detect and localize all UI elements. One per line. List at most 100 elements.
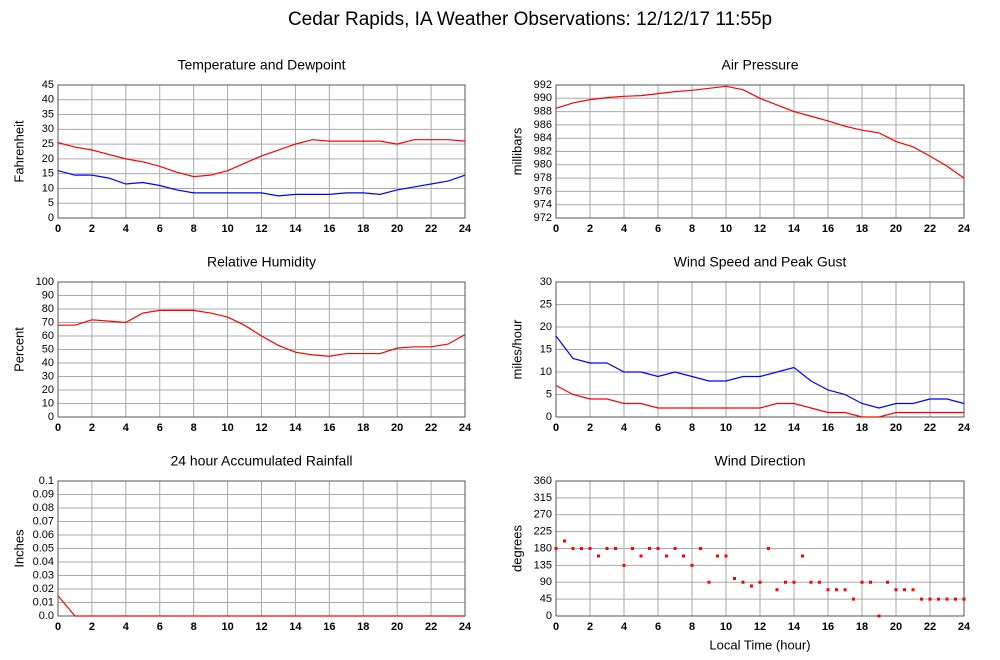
y-tick-label: 0.0 [39,610,54,622]
data-point [554,547,558,550]
data-point [843,588,847,592]
y-axis-label: miles/hour [509,319,524,380]
x-tick-label: 2 [89,422,95,434]
y-tick-label: 45 [42,79,54,91]
x-tick-label: 0 [55,422,61,434]
x-tick-label: 16 [323,621,335,633]
x-tick-label: 6 [157,422,163,434]
data-line [555,384,964,418]
data-point [707,580,711,584]
data-line [57,595,465,617]
data-point [792,580,796,584]
data-line [57,170,466,197]
data-point [716,554,719,558]
x-tick-label: 0 [553,621,559,633]
y-tick-label: 974 [534,199,552,211]
x-tick-label: 6 [157,621,163,633]
x-tick-label: 8 [191,422,197,434]
data-point [597,554,600,558]
y-tick-label: 35 [42,108,54,120]
data-point [886,580,889,584]
x-tick-label: 12 [754,621,766,633]
x-tick-label: 6 [655,422,661,434]
y-tick-label: 360 [534,475,552,487]
y-tick-label: 20 [42,384,54,396]
x-tick-label: 14 [788,223,801,235]
x-tick-label: 12 [754,422,766,434]
y-tick-label: 972 [534,212,552,224]
y-tick-label: 0.07 [33,515,54,527]
chart-title: Air Pressure [721,57,798,73]
y-tick-label: 0.05 [33,542,54,554]
x-tick-label: 16 [822,223,834,235]
x-tick-label: 10 [221,621,233,633]
x-tick-label: 22 [425,223,437,235]
x-tick-label: 6 [655,621,661,633]
x-tick-label: 0 [553,223,559,235]
y-tick-label: 980 [534,159,552,171]
data-point [614,547,617,550]
plot-frame [57,84,466,219]
data-point [588,547,592,550]
x-tick-label: 20 [391,223,403,235]
data-point [682,554,685,558]
x-tick-label: 4 [123,422,130,434]
x-tick-label: 22 [924,621,936,633]
data-point [818,580,821,584]
chart-title: Relative Humidity [207,254,316,270]
data-point [690,563,694,567]
y-tick-label: 5 [48,197,54,209]
data-point [775,588,779,592]
x-tick-label: 14 [289,422,302,434]
data-point [911,588,915,592]
data-line [58,309,466,357]
x-tick-label: 0 [55,621,61,633]
y-tick-label: 0.09 [33,488,54,500]
data-line [555,335,965,409]
x-tick-label: 22 [425,422,437,434]
x-tick-label: 4 [621,621,628,633]
y-tick-label: 978 [534,172,552,184]
data-point [580,547,583,550]
plot-frame [555,84,965,219]
y-tick-label: 986 [534,119,552,131]
y-tick-label: 0.04 [33,556,54,568]
x-tick-label: 8 [689,422,695,434]
y-tick-label: 25 [540,298,552,310]
x-tick-label: 2 [587,223,593,235]
data-point [920,597,923,601]
x-tick-label: 2 [89,621,95,633]
y-tick-label: 40 [42,94,54,106]
data-point [877,614,881,618]
x-tick-label: 20 [391,422,403,434]
x-tick-label: 4 [621,422,628,434]
data-point [648,547,651,550]
x-tick-label: 14 [289,621,302,633]
x-tick-label: 22 [924,422,936,434]
data-point [928,597,932,601]
y-tick-label: 0 [546,411,552,423]
x-tick-label: 22 [425,621,437,633]
y-tick-label: 992 [534,79,552,91]
y-tick-label: 0.02 [33,583,54,595]
data-point [903,588,906,592]
chart-title: Wind Direction [714,453,805,469]
x-tick-label: 0 [553,422,559,434]
x-tick-label: 8 [689,621,695,633]
y-tick-label: 15 [540,343,552,355]
y-tick-label: 180 [534,542,552,554]
chart-title: Wind Speed and Peak Gust [674,254,847,270]
x-tick-label: 12 [255,422,267,434]
y-tick-label: 50 [42,343,54,355]
x-tick-label: 18 [856,621,868,633]
x-tick-label: 8 [191,621,197,633]
y-tick-label: 100 [36,276,54,288]
x-tick-label: 22 [924,223,936,235]
data-line [57,139,466,178]
x-tick-label: 20 [890,621,902,633]
x-tick-label: 16 [822,621,834,633]
data-point [809,580,813,584]
x-tick-label: 2 [587,621,593,633]
x-tick-label: 24 [958,422,971,434]
x-tick-label: 2 [587,422,593,434]
